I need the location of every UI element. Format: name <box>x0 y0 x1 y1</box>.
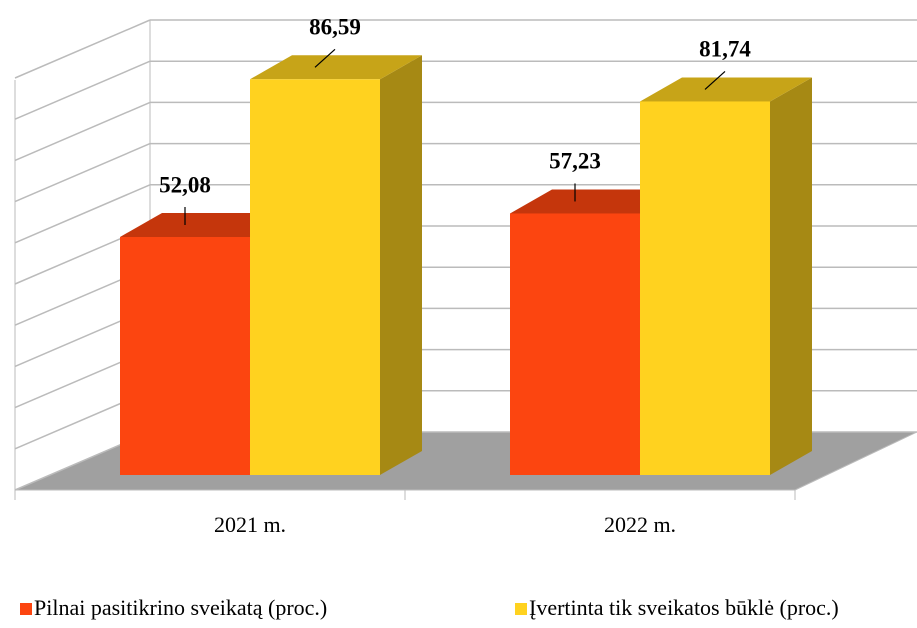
floor-edge <box>794 431 917 491</box>
bar-top <box>250 55 422 80</box>
value-label: 52,08 <box>159 172 211 197</box>
legend-label: Pilnai pasitikrino sveikatą (proc.) <box>34 595 327 620</box>
grid-line-side <box>14 60 151 120</box>
grid-line <box>14 60 917 120</box>
bar <box>250 55 422 476</box>
grid-line <box>14 19 917 79</box>
bar-front <box>120 236 250 475</box>
value-label: 86,59 <box>309 15 361 40</box>
legend-label: Įvertinta tik sveikatos būklė (proc.) <box>529 595 839 620</box>
bar <box>640 77 812 476</box>
bar-top <box>510 189 682 214</box>
grid-line-side <box>14 142 151 203</box>
grid-line-side <box>14 19 151 79</box>
bar-front <box>640 101 770 476</box>
value-label: 81,74 <box>699 37 751 62</box>
bar-front <box>510 213 640 475</box>
bar-top <box>120 212 292 237</box>
grid-line-side <box>14 184 151 244</box>
bar-top <box>640 77 812 102</box>
legend-swatch <box>20 603 32 615</box>
label-leader <box>314 48 336 68</box>
label-leader <box>704 71 726 90</box>
bar-side <box>380 55 422 476</box>
grid-line-side <box>14 101 151 162</box>
value-label: 57,23 <box>549 149 601 174</box>
bar-front <box>250 79 380 476</box>
x-tick-label: 2021 m. <box>214 512 286 537</box>
legend-swatch <box>515 603 527 615</box>
x-tick-label: 2022 m. <box>604 512 676 537</box>
bar-side <box>770 77 812 476</box>
